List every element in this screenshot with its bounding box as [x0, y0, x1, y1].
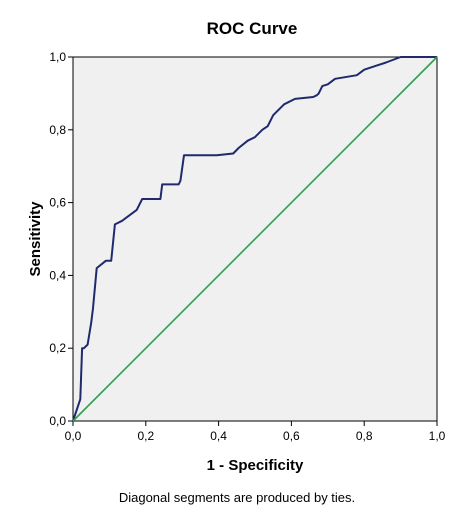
- y-tick-label: 1,0: [49, 50, 66, 64]
- chart-footnote: Diagonal segments are produced by ties.: [119, 490, 355, 505]
- series-group: [72, 56, 438, 422]
- x-tick-label: 0,2: [137, 429, 154, 443]
- x-tick-label: 0,4: [210, 429, 227, 443]
- y-tick-label: 0,8: [49, 123, 66, 137]
- x-tick-label: 1,0: [429, 429, 446, 443]
- roc-curve-line: [72, 56, 437, 422]
- chart-title: ROC Curve: [207, 19, 298, 38]
- x-tick-label: 0,0: [65, 429, 82, 443]
- y-tick-label: 0,6: [49, 196, 66, 210]
- y-tick-label: 0,4: [49, 268, 66, 282]
- y-tick-label: 0,0: [49, 414, 66, 428]
- x-axis-label: 1 - Specificity: [207, 457, 304, 474]
- y-tick-label: 0,2: [49, 341, 66, 355]
- reference-diagonal-line: [72, 56, 438, 422]
- y-axis-label: Sensitivity: [27, 201, 44, 277]
- x-tick-label: 0,8: [356, 429, 373, 443]
- axis-ticks: 0,0 0,2 0,4 0,6 0,8 1,0 0,0 0,2 0,4 0,6 0,8 1,0: [49, 50, 445, 443]
- x-tick-label: 0,6: [283, 429, 300, 443]
